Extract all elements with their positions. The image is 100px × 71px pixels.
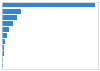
Bar xyxy=(2,3,95,7)
Bar xyxy=(2,45,4,50)
Bar xyxy=(2,21,13,26)
Bar xyxy=(2,64,3,68)
Bar xyxy=(2,51,4,56)
Bar xyxy=(2,27,9,32)
Bar xyxy=(2,33,7,38)
Bar xyxy=(2,39,5,44)
Bar xyxy=(2,15,17,20)
Bar xyxy=(2,58,3,62)
Bar xyxy=(2,9,21,13)
